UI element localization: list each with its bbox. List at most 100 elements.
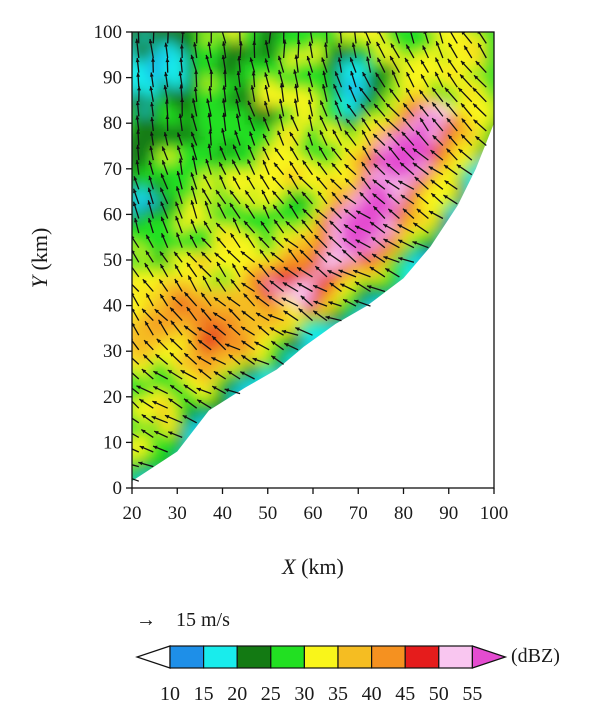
field-cell bbox=[294, 231, 305, 244]
reference-vector-label: 15 m/s bbox=[176, 609, 230, 631]
wind-vector-head bbox=[314, 235, 319, 240]
field-cell bbox=[267, 176, 278, 189]
wind-vector-head bbox=[432, 102, 437, 107]
field-cell bbox=[158, 267, 170, 280]
field-cell bbox=[149, 349, 161, 362]
field-cell bbox=[285, 313, 296, 326]
field-cell bbox=[330, 203, 342, 216]
field-cell bbox=[203, 149, 215, 162]
field-cell bbox=[321, 76, 333, 89]
field-cell bbox=[258, 267, 269, 280]
field-cell bbox=[466, 149, 477, 162]
field-cell bbox=[366, 32, 378, 34]
field-cell bbox=[132, 459, 142, 472]
field-cell bbox=[132, 295, 142, 307]
wind-vector-head bbox=[159, 279, 164, 284]
field-cell bbox=[366, 76, 378, 89]
field-cell bbox=[185, 331, 197, 344]
field-cell bbox=[140, 404, 152, 417]
field-cell bbox=[140, 386, 152, 399]
field-cell bbox=[403, 140, 414, 152]
field-cell bbox=[132, 76, 142, 89]
wind-vector-head bbox=[179, 57, 184, 62]
field-cell bbox=[493, 76, 494, 89]
field-cell bbox=[194, 39, 206, 52]
wind-vector-head bbox=[127, 279, 131, 283]
wind-vector-head bbox=[437, 26, 441, 30]
field-cell bbox=[457, 176, 468, 189]
field-cell bbox=[439, 149, 450, 162]
field-cell bbox=[312, 121, 323, 134]
field-cell bbox=[231, 349, 242, 362]
wind-vector-head bbox=[289, 161, 294, 166]
field-cell bbox=[222, 39, 233, 52]
wind-vector bbox=[132, 400, 140, 409]
field-cell bbox=[357, 249, 369, 262]
wind-vector bbox=[297, 32, 300, 44]
field-cell bbox=[312, 267, 323, 280]
field-cell bbox=[194, 76, 206, 89]
wind-vector-head bbox=[198, 368, 203, 373]
field-cell bbox=[185, 185, 197, 198]
field-cell bbox=[357, 276, 369, 289]
field-cell bbox=[457, 32, 468, 43]
field-cell bbox=[249, 158, 260, 171]
field-cell bbox=[330, 140, 342, 152]
wind-vector-head bbox=[139, 399, 144, 404]
field-cell bbox=[421, 222, 432, 235]
wind-vector-head bbox=[277, 130, 282, 136]
wind-vector-head bbox=[132, 308, 136, 313]
field-cell bbox=[430, 176, 441, 189]
field-cell bbox=[231, 76, 242, 89]
field-cell bbox=[321, 249, 333, 262]
field-cell bbox=[403, 76, 414, 89]
wind-vector bbox=[221, 32, 227, 44]
field-cell bbox=[213, 304, 224, 317]
field-cell bbox=[357, 295, 369, 307]
field-cell bbox=[348, 57, 360, 70]
field-cell bbox=[403, 213, 414, 225]
field-cell bbox=[149, 358, 161, 371]
field-cell bbox=[267, 295, 278, 307]
field-cell bbox=[267, 103, 278, 116]
wind-vector-head bbox=[244, 220, 249, 226]
field-cell bbox=[149, 295, 161, 307]
wind-vector-head bbox=[229, 203, 234, 208]
field-cell bbox=[475, 112, 486, 125]
field-cell bbox=[276, 349, 287, 362]
field-cell bbox=[258, 149, 269, 162]
wind-vector-head bbox=[124, 445, 129, 449]
wind-vector bbox=[132, 464, 139, 468]
field-cell bbox=[203, 285, 215, 298]
field-cell bbox=[185, 121, 197, 134]
wind-vector-head bbox=[274, 162, 279, 168]
field-cell bbox=[439, 48, 450, 61]
field-cell bbox=[167, 130, 179, 143]
field-cell bbox=[149, 203, 161, 216]
field-cell bbox=[249, 368, 260, 380]
field-cell bbox=[185, 67, 197, 79]
field-cell bbox=[258, 322, 269, 335]
field-cell bbox=[158, 450, 170, 463]
wind-vector-head bbox=[197, 327, 202, 332]
field-cell bbox=[176, 185, 188, 198]
field-cell bbox=[330, 167, 342, 180]
colorbar-extend-low bbox=[135, 645, 171, 669]
wind-vector-head bbox=[136, 72, 141, 77]
field-cell bbox=[132, 322, 142, 335]
wind-vector-head bbox=[301, 191, 307, 197]
field-cell bbox=[375, 67, 387, 79]
field-cell bbox=[375, 149, 387, 162]
field-cell bbox=[240, 67, 251, 79]
wind-vector-head bbox=[302, 160, 307, 165]
wind-vector-head bbox=[211, 357, 216, 361]
wind-vector-head bbox=[249, 57, 254, 62]
field-cell bbox=[176, 304, 188, 317]
field-cell bbox=[384, 267, 396, 280]
field-cell bbox=[140, 167, 152, 180]
field-cell bbox=[448, 167, 459, 180]
field-cell bbox=[475, 94, 486, 107]
field-cell bbox=[403, 48, 414, 61]
wind-vector-head bbox=[272, 190, 277, 196]
field-cell bbox=[294, 94, 305, 107]
